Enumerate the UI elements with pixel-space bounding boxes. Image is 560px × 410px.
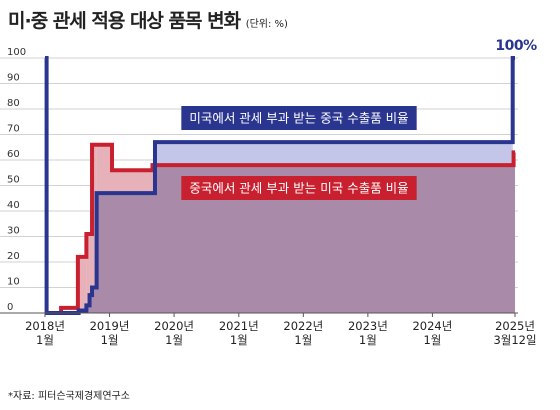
x-tick-label: 2023년 bbox=[348, 319, 388, 333]
x-tick-label: 2019년 bbox=[90, 319, 130, 333]
axis-layer bbox=[0, 312, 518, 317]
cn-excess-band bbox=[86, 233, 90, 306]
source-note: *자료: 피터슨국제경제연구소 bbox=[8, 391, 130, 402]
x-tick-label: 2025년 bbox=[495, 319, 535, 333]
legend-china bbox=[181, 176, 417, 200]
x-tick-label: 1월 bbox=[230, 333, 248, 347]
chart-title: 미·중 관세 적용 대상 품목 변화 (단위: %) bbox=[8, 6, 288, 33]
cn-excess-band bbox=[96, 144, 113, 194]
x-tick-label: 2018년 bbox=[25, 319, 65, 333]
series-line-china bbox=[45, 142, 516, 315]
us-excess-band bbox=[154, 142, 512, 166]
label-layer: 01020304050607080901002018년1월2019년1월2020… bbox=[7, 38, 538, 347]
y-tick-label: 100 bbox=[7, 47, 26, 58]
chart-unit: (단위: %) bbox=[245, 19, 288, 30]
legend-us bbox=[181, 106, 417, 130]
cn-excess-band bbox=[89, 233, 93, 296]
x-tick-label: 1월 bbox=[423, 333, 441, 347]
y-tick-label: 50 bbox=[7, 175, 20, 186]
y-tick-label: 80 bbox=[7, 98, 20, 109]
legend-us-text: 미국에서 관세 부과 받는 중국 수출품 비율 bbox=[189, 111, 408, 126]
y-tick-label: 60 bbox=[7, 149, 20, 160]
y-tick-label: 10 bbox=[7, 277, 20, 288]
data-label-100: 100% bbox=[495, 38, 537, 54]
y-tick-label: 20 bbox=[7, 251, 20, 262]
x-tick-label: 2022년 bbox=[283, 319, 323, 333]
legend-china-text: 중국에서 관세 부과 받는 미국 수출품 비율 bbox=[189, 181, 408, 196]
y-tick-label: 70 bbox=[7, 124, 20, 135]
x-tick-label: 1월 bbox=[294, 333, 312, 347]
y-tick-label: 0 bbox=[7, 302, 13, 313]
x-tick-label: 1월 bbox=[359, 333, 377, 347]
cn-excess-band bbox=[78, 256, 87, 311]
cn-excess-band bbox=[112, 170, 153, 194]
x-tick-label: 2021년 bbox=[219, 319, 259, 333]
cn-excess-band bbox=[92, 144, 97, 288]
y-tick-label: 30 bbox=[7, 226, 20, 237]
fill-layer bbox=[77, 142, 515, 313]
y-tick-label: 90 bbox=[7, 73, 20, 84]
x-tick-label: 3월12일 bbox=[493, 333, 536, 347]
x-tick-label: 1월 bbox=[36, 333, 54, 347]
chart-title-text: 미·중 관세 적용 대상 품목 변화 bbox=[8, 10, 241, 32]
x-tick-label: 2024년 bbox=[412, 319, 452, 333]
x-tick-label: 1월 bbox=[101, 333, 119, 347]
y-tick-label: 40 bbox=[7, 200, 20, 211]
x-tick-label: 2020년 bbox=[154, 319, 194, 333]
x-tick-label: 1월 bbox=[165, 333, 183, 347]
